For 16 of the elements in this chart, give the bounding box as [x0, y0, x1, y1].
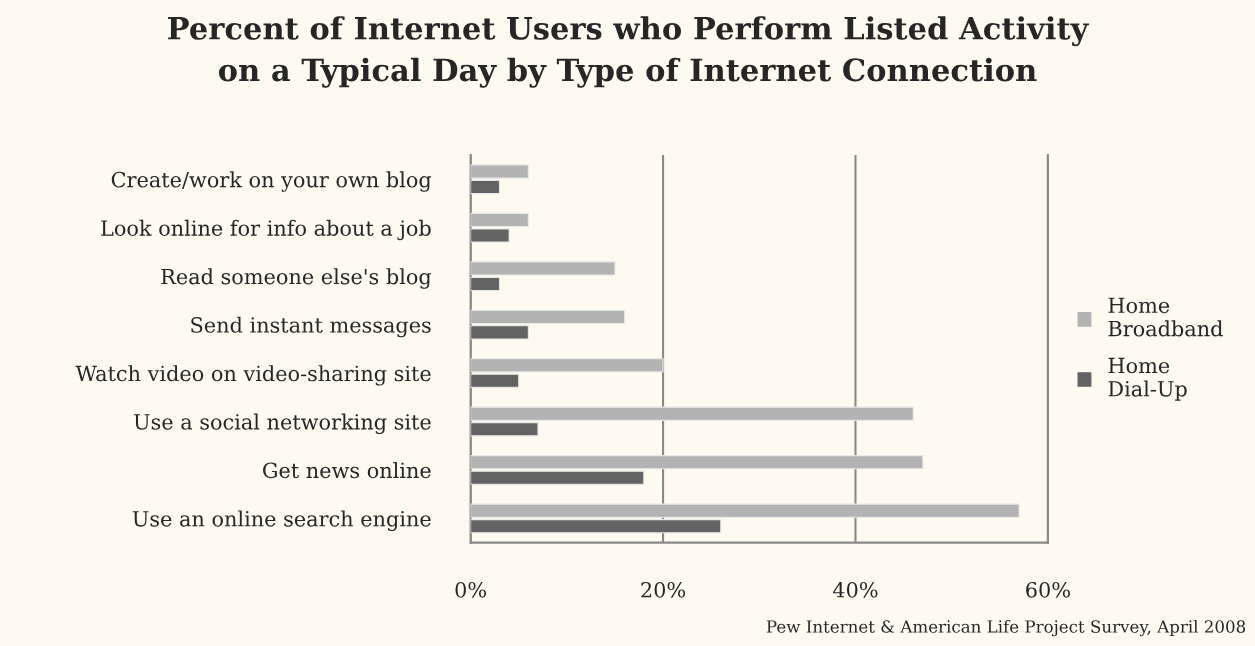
y-tick-label: Get news online [263, 462, 431, 479]
y-tick-label: Read someone else's blog [161, 268, 432, 289]
y-tick-label: Create/work on your own blog [111, 171, 432, 192]
y-tick-label: Use a social networking site [134, 413, 431, 435]
chart-title: Percent of Internet Users who Perform Listed Activity on a Typical Day by Type of Internet Connection [168, 16, 1090, 88]
legend-label: Home Dial-Up [1108, 357, 1187, 401]
y-tick-label: Use an online search engine [132, 510, 431, 531]
x-tick-label: 60% [1026, 581, 1070, 598]
x-tick-label: 20% [641, 581, 686, 598]
text: Pew Internet & American Life Project Survey, April 2008 [766, 619, 1246, 637]
y-tick-label: Look online for info about a job [101, 219, 431, 241]
x-tick-label: 0% [455, 581, 486, 598]
legend-label: Home Broadband [1108, 297, 1223, 337]
y-tick-label: Send instant messages [191, 316, 431, 338]
x-tick-label: 40% [832, 581, 878, 598]
y-tick-label: Watch video on video-sharing site [75, 365, 431, 386]
